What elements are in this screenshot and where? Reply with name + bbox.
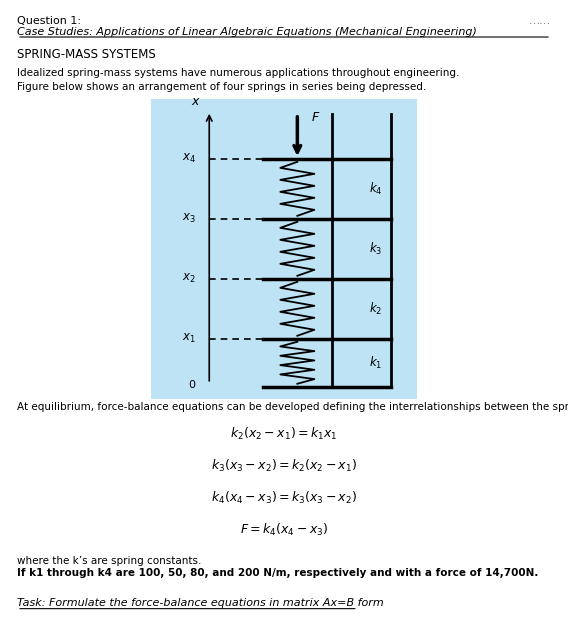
Text: $x_4$: $x_4$ — [182, 152, 196, 165]
Text: $k_3(x_3-x_2) =k_2(x_2-x_1)$: $k_3(x_3-x_2) =k_2(x_2-x_1)$ — [211, 458, 357, 474]
Text: $k_2$: $k_2$ — [369, 300, 383, 317]
Text: Task: Formulate the force-balance equations in matrix Ax=B form: Task: Formulate the force-balance equati… — [17, 598, 384, 609]
Text: Case Studies: Applications of Linear Algebraic Equations (Mechanical Engineering: Case Studies: Applications of Linear Alg… — [17, 27, 477, 38]
Text: $k_3$: $k_3$ — [369, 241, 383, 257]
Text: $F$: $F$ — [311, 111, 320, 124]
FancyBboxPatch shape — [151, 99, 417, 399]
Text: SPRING-MASS SYSTEMS: SPRING-MASS SYSTEMS — [17, 48, 156, 61]
Text: If k1 through k4 are 100, 50, 80, and 200 N/m, respectively and with a force of : If k1 through k4 are 100, 50, 80, and 20… — [17, 568, 538, 578]
Text: $k_2(x_2-x_1) =k_1x_1$: $k_2(x_2-x_1) =k_1x_1$ — [230, 426, 338, 442]
Text: $x_1$: $x_1$ — [182, 332, 196, 345]
Text: ……: …… — [529, 16, 551, 26]
Text: Question 1:: Question 1: — [17, 16, 81, 26]
Text: $F=k_4(x_4-x_3)$: $F=k_4(x_4-x_3)$ — [240, 522, 328, 538]
Text: $0$: $0$ — [187, 378, 196, 390]
Text: $k_4(x_4-x_3) = k_3(x_3-x_2)$: $k_4(x_4-x_3) = k_3(x_3-x_2)$ — [211, 490, 357, 506]
Text: Idealized spring-mass systems have numerous applications throughout engineering.: Idealized spring-mass systems have numer… — [17, 68, 460, 93]
Text: $k_1$: $k_1$ — [369, 355, 383, 371]
Text: $x_2$: $x_2$ — [182, 272, 196, 285]
Text: where the k’s are spring constants.: where the k’s are spring constants. — [17, 556, 204, 567]
Text: At equilibrium, force-balance equations can be developed defining the interrelat: At equilibrium, force-balance equations … — [17, 402, 568, 412]
Text: $k_4$: $k_4$ — [369, 181, 383, 197]
Text: $x$: $x$ — [191, 95, 201, 108]
Text: $x_3$: $x_3$ — [182, 212, 196, 225]
